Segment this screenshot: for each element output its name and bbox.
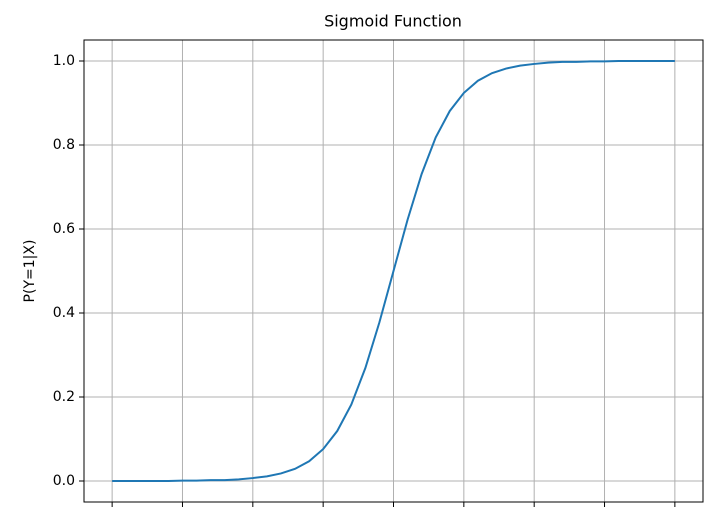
y-tick-label: 0.2 — [53, 389, 75, 405]
y-tick-label: 0.0 — [53, 473, 75, 489]
y-tick-label: 1.0 — [53, 53, 75, 69]
y-tick-label: 0.8 — [53, 137, 75, 153]
y-tick-label: 0.6 — [53, 221, 75, 237]
chart-title: Sigmoid Function — [324, 12, 462, 31]
line-series — [112, 60, 675, 482]
y-axis-label: P(Y=1|X) — [22, 240, 38, 303]
y-tick-label: 0.4 — [53, 305, 75, 321]
plot-frame — [83, 39, 704, 503]
